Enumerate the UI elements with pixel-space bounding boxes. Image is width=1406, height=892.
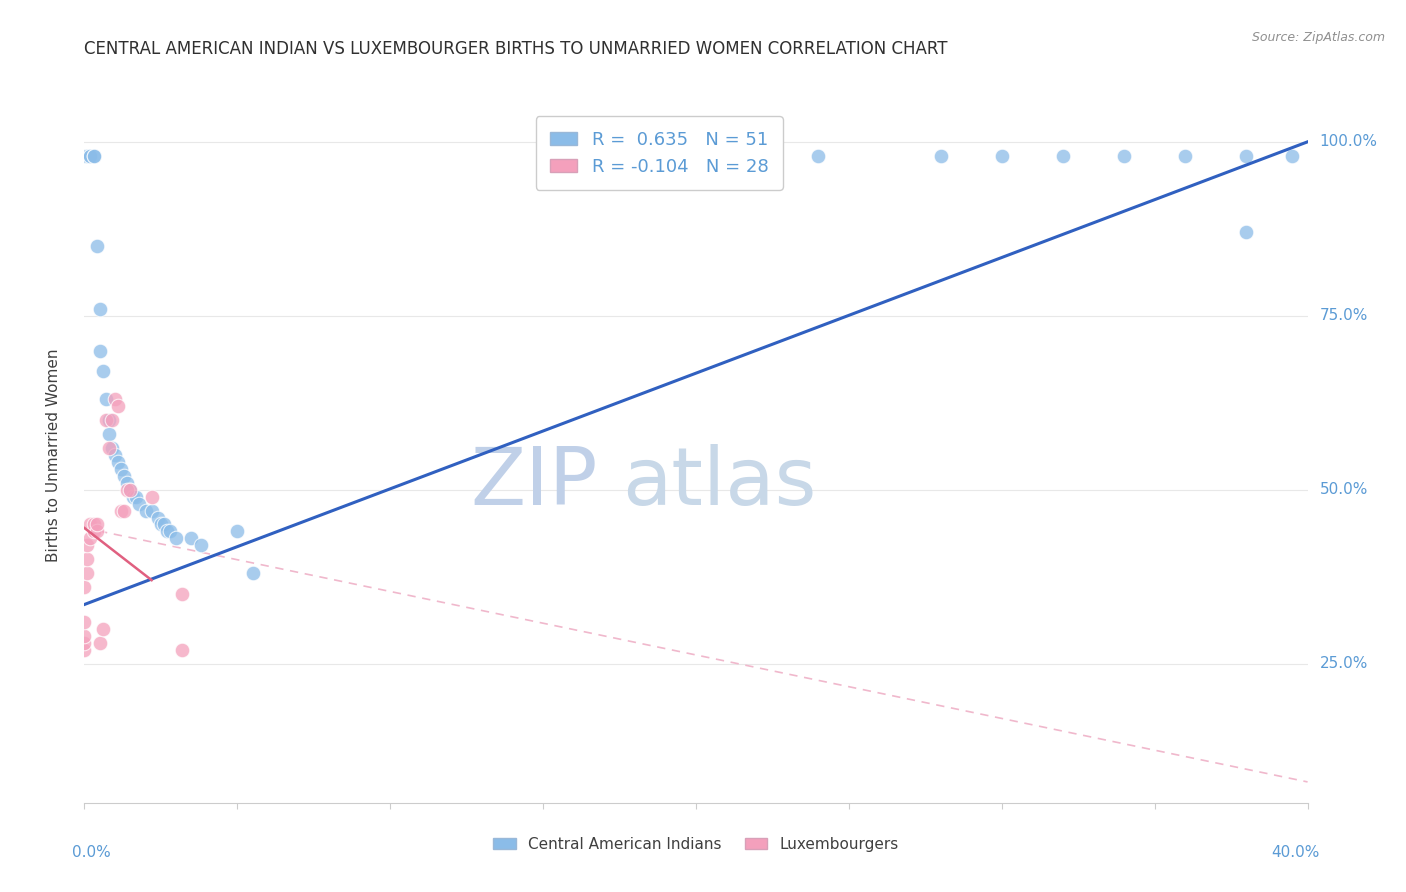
Point xyxy=(122,490,145,504)
Point xyxy=(83,149,105,163)
Point xyxy=(79,532,101,546)
Point xyxy=(76,149,98,163)
Point xyxy=(1236,225,1258,239)
Point xyxy=(73,149,96,163)
Point xyxy=(125,490,148,504)
Point xyxy=(929,149,952,163)
Point xyxy=(165,532,187,546)
Text: atlas: atlas xyxy=(623,443,817,522)
Point xyxy=(73,636,96,650)
Point xyxy=(112,468,135,483)
Text: ZIP: ZIP xyxy=(471,443,598,522)
Point xyxy=(89,636,111,650)
Point xyxy=(141,490,163,504)
Point xyxy=(76,149,98,163)
Point xyxy=(86,239,108,253)
Point xyxy=(807,149,830,163)
Point xyxy=(112,503,135,517)
Point xyxy=(89,343,111,358)
Point xyxy=(1052,149,1074,163)
Point xyxy=(242,566,264,581)
Point xyxy=(107,455,129,469)
Point xyxy=(97,413,120,427)
Point xyxy=(94,392,117,407)
Point xyxy=(73,642,96,657)
Point xyxy=(86,524,108,539)
Point xyxy=(101,441,124,455)
Text: 75.0%: 75.0% xyxy=(1320,309,1368,323)
Point xyxy=(73,615,96,629)
Point xyxy=(94,413,117,427)
Point xyxy=(73,580,96,594)
Point xyxy=(89,301,111,316)
Point xyxy=(120,483,142,497)
Point xyxy=(83,517,105,532)
Point xyxy=(156,524,179,539)
Point xyxy=(1114,149,1136,163)
Y-axis label: Births to Unmarried Women: Births to Unmarried Women xyxy=(46,348,60,562)
Text: 40.0%: 40.0% xyxy=(1271,845,1320,860)
Point xyxy=(76,149,98,163)
Text: CENTRAL AMERICAN INDIAN VS LUXEMBOURGER BIRTHS TO UNMARRIED WOMEN CORRELATION CH: CENTRAL AMERICAN INDIAN VS LUXEMBOURGER … xyxy=(84,40,948,58)
Text: 100.0%: 100.0% xyxy=(1320,135,1378,149)
Point xyxy=(76,538,98,552)
Point xyxy=(79,517,101,532)
Point xyxy=(172,587,194,601)
Point xyxy=(153,517,176,532)
Text: 0.0%: 0.0% xyxy=(72,845,111,860)
Legend: Central American Indians, Luxembourgers: Central American Indians, Luxembourgers xyxy=(486,830,905,858)
Point xyxy=(1236,149,1258,163)
Point xyxy=(128,497,150,511)
Point xyxy=(97,427,120,442)
Point xyxy=(141,503,163,517)
Point xyxy=(110,462,132,476)
Text: 25.0%: 25.0% xyxy=(1320,657,1368,671)
Point xyxy=(91,622,114,636)
Point xyxy=(73,149,96,163)
Point xyxy=(104,392,127,407)
Point xyxy=(73,149,96,163)
Point xyxy=(76,552,98,566)
Point xyxy=(180,532,202,546)
Point xyxy=(104,448,127,462)
Point xyxy=(115,483,138,497)
Point xyxy=(86,517,108,532)
Point xyxy=(97,441,120,455)
Point xyxy=(73,149,96,163)
Point xyxy=(110,503,132,517)
Point xyxy=(91,364,114,378)
Point xyxy=(115,475,138,490)
Point xyxy=(79,149,101,163)
Text: Source: ZipAtlas.com: Source: ZipAtlas.com xyxy=(1251,31,1385,45)
Point xyxy=(991,149,1014,163)
Point xyxy=(73,149,96,163)
Point xyxy=(226,524,249,539)
Point xyxy=(135,503,157,517)
Point xyxy=(1174,149,1197,163)
Point xyxy=(79,149,101,163)
Text: 50.0%: 50.0% xyxy=(1320,483,1368,497)
Point xyxy=(190,538,212,552)
Point xyxy=(146,510,169,524)
Point xyxy=(120,483,142,497)
Point xyxy=(101,413,124,427)
Point xyxy=(1281,149,1303,163)
Point xyxy=(73,629,96,643)
Point xyxy=(76,566,98,581)
Point xyxy=(172,642,194,657)
Point xyxy=(149,517,172,532)
Point xyxy=(73,149,96,163)
Point xyxy=(83,524,105,539)
Point xyxy=(83,149,105,163)
Point xyxy=(107,399,129,413)
Point xyxy=(159,524,181,539)
